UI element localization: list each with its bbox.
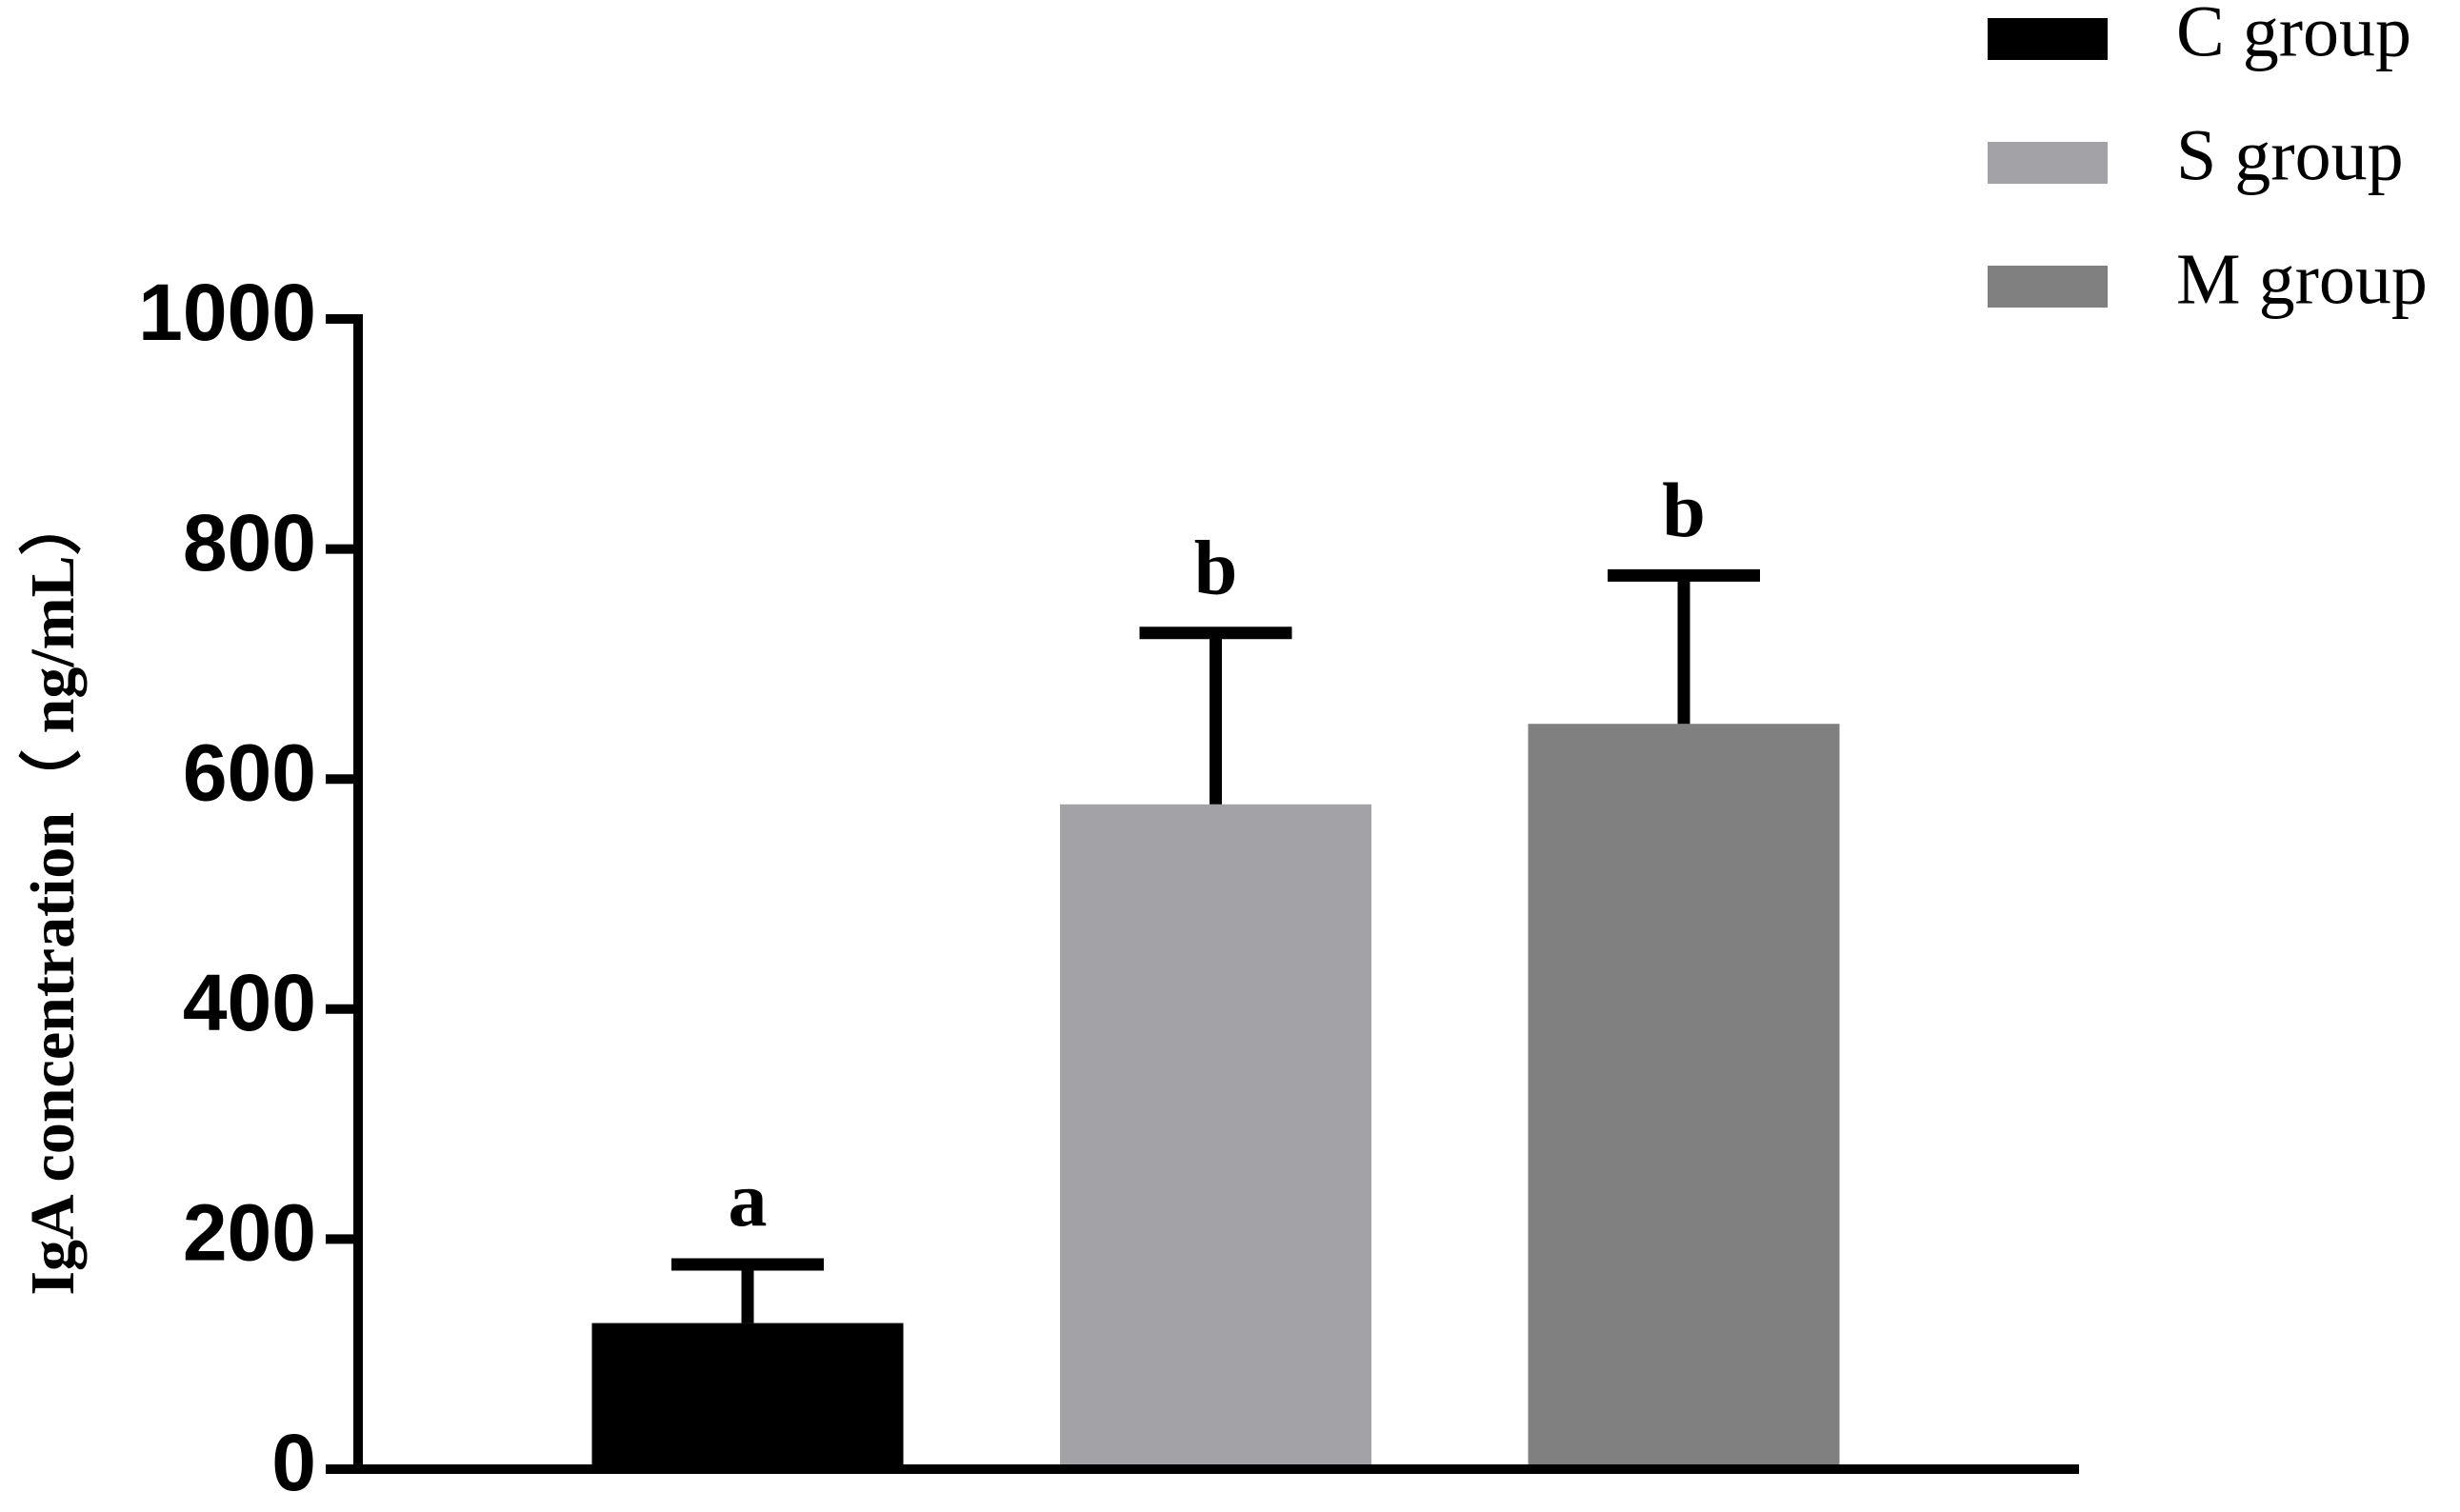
y-tick-label: 400: [183, 958, 316, 1047]
annotation: a: [729, 1156, 768, 1243]
y-tick-label: 800: [183, 498, 316, 587]
legend-swatch: [1988, 142, 2108, 184]
y-tick-label: 0: [271, 1418, 316, 1507]
annotation: b: [1194, 525, 1238, 611]
legend-label: S group: [2176, 115, 2404, 195]
y-axis-label: IgA concentration（ ng/mL）: [17, 492, 88, 1295]
y-tick-label: 600: [183, 727, 316, 817]
bar: [1060, 804, 1371, 1469]
legend-label: M group: [2176, 239, 2428, 319]
y-tick-label: 200: [183, 1188, 316, 1278]
legend-label: C group: [2176, 0, 2411, 71]
bar: [591, 1323, 904, 1469]
legend-swatch: [1988, 266, 2108, 308]
legend-swatch: [1988, 18, 2108, 60]
bar: [1528, 724, 1840, 1469]
y-tick-label: 1000: [138, 268, 316, 357]
annotation: b: [1662, 467, 1706, 553]
